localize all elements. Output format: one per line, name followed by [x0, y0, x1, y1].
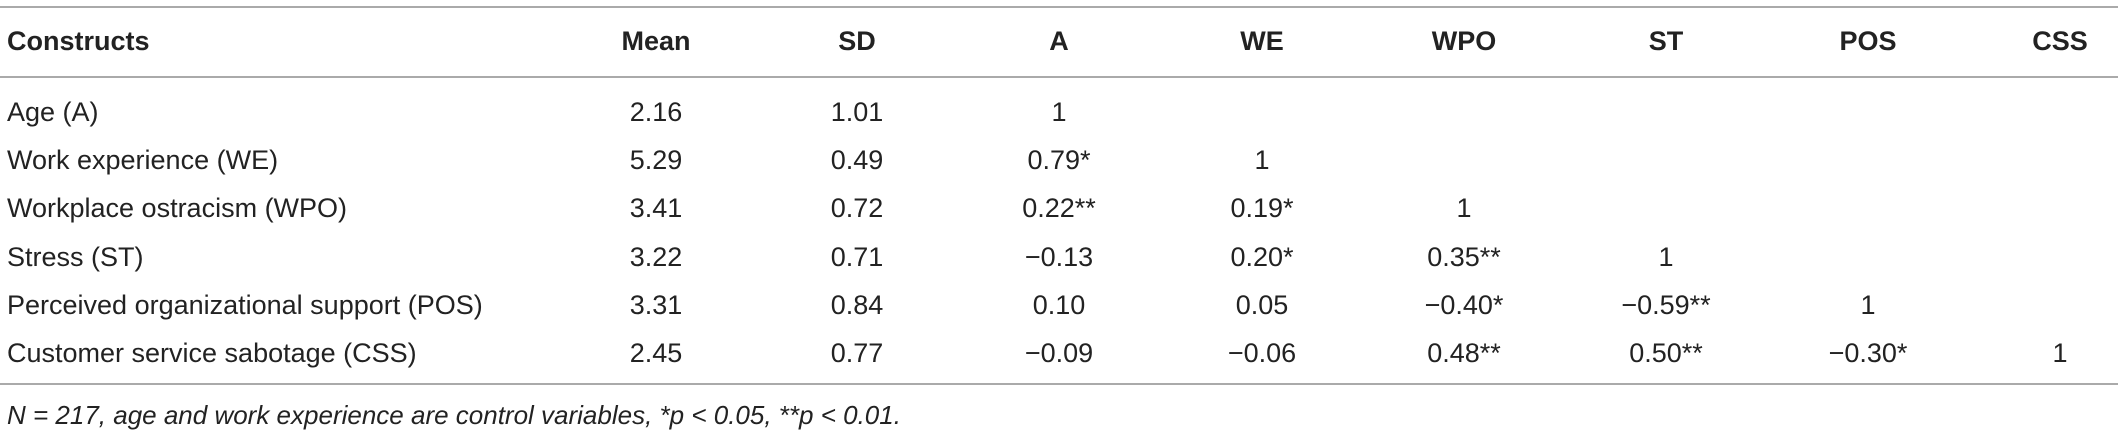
bottom-rule — [0, 383, 2118, 385]
column-header: WE — [1240, 26, 1284, 56]
column-header: A — [1049, 26, 1069, 56]
table-cell: 0.79* — [1027, 145, 1091, 176]
table-cell: −0.30* — [1828, 338, 1908, 368]
table-cell: 3.41 — [629, 193, 683, 224]
top-rule — [0, 6, 2118, 8]
table-cell: 1 — [1658, 241, 1674, 272]
table-cell: 0.84 — [830, 289, 884, 320]
table-cell: 0.71 — [830, 241, 884, 272]
table-cell: 1 — [1860, 289, 1876, 320]
table-cell: −0.40* — [1424, 289, 1504, 320]
table-cell: 1.01 — [830, 97, 884, 127]
table-cell: 2.16 — [629, 97, 683, 127]
table-cell: 5.29 — [629, 145, 683, 176]
table-cell: 0.49 — [830, 145, 884, 176]
column-header: ST — [1648, 26, 1684, 56]
table-cell: 0.22** — [1022, 193, 1096, 224]
table-cell: 3.31 — [629, 289, 683, 320]
table-cell: 0.77 — [830, 338, 884, 368]
row-label: Customer service sabotage (CSS) — [7, 338, 417, 368]
row-label: Workplace ostracism (WPO) — [7, 193, 348, 224]
table-cell: 0.72 — [830, 193, 884, 224]
header-rule — [0, 76, 2118, 78]
table-cell: 2.45 — [629, 338, 683, 368]
table-cell: 0.48** — [1427, 338, 1501, 368]
table-cell: −0.09 — [1024, 338, 1094, 368]
column-header: SD — [838, 26, 876, 56]
table-note: N = 217, age and work experience are con… — [7, 400, 901, 430]
column-header: Constructs — [7, 26, 150, 56]
row-label: Age (A) — [7, 97, 99, 127]
table-cell: 0.19* — [1230, 193, 1294, 224]
table-cell: −0.59** — [1621, 289, 1711, 320]
table-cell: 1 — [1254, 145, 1270, 176]
column-header: Mean — [621, 26, 691, 56]
row-label: Perceived organizational support (POS) — [7, 289, 483, 320]
table-cell: 1 — [1051, 97, 1067, 127]
table-cell: 0.50** — [1629, 338, 1703, 368]
column-header: CSS — [2032, 26, 2088, 56]
row-label: Work experience (WE) — [7, 145, 279, 176]
row-label: Stress (ST) — [7, 241, 144, 272]
table-cell: 0.20* — [1230, 241, 1294, 272]
table-cell: −0.06 — [1227, 338, 1297, 368]
table-cell: 1 — [1456, 193, 1472, 224]
table-cell: −0.13 — [1024, 241, 1094, 272]
table-cell: 0.10 — [1032, 289, 1086, 320]
table-cell: 1 — [2052, 338, 2068, 368]
column-header: WPO — [1431, 26, 1497, 56]
table-cell: 3.22 — [629, 241, 683, 272]
column-header: POS — [1839, 26, 1897, 56]
table-cell: 0.35** — [1427, 241, 1501, 272]
table-cell: 0.05 — [1235, 289, 1289, 320]
